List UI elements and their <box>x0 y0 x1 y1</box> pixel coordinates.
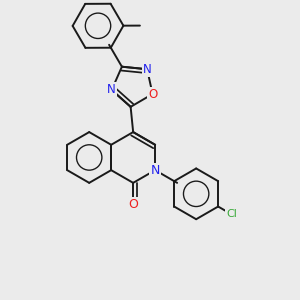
Text: O: O <box>148 88 157 100</box>
Text: Cl: Cl <box>226 209 237 219</box>
Text: N: N <box>107 83 116 96</box>
Text: O: O <box>128 198 138 211</box>
Text: N: N <box>151 164 160 177</box>
Text: N: N <box>143 63 152 76</box>
